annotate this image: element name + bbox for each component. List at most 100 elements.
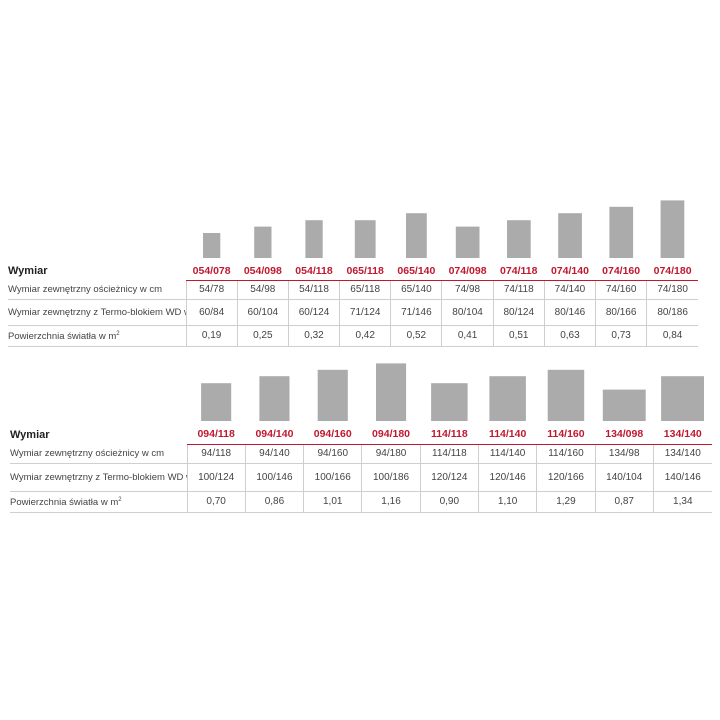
- table-cell: 0,32: [287, 325, 340, 347]
- table-cell: 0,42: [339, 325, 391, 347]
- row-label-text: Wymiar zewnętrzny z Termo-blokiem WD w c…: [10, 471, 187, 483]
- dimension-table: Wymiar 054/078 054/098 054/118 065/118 065/14…: [8, 262, 698, 347]
- table-cell: 134/140: [652, 444, 712, 464]
- window-shape-094-180: [376, 363, 407, 421]
- table-cell: 1,16: [361, 491, 421, 513]
- table-cell: 114/118: [419, 444, 479, 464]
- table-cell: 0,19: [185, 325, 238, 347]
- table-row: Wymiar zewnętrzny ościeżnicy w cm 54/78 54…: [8, 280, 698, 300]
- window-shape-114-160: [547, 369, 585, 421]
- size-code: 074/180: [646, 262, 698, 281]
- table-cell: 100/124: [186, 463, 246, 492]
- table-cell: 1,29: [536, 491, 596, 513]
- size-code: 074/140: [543, 262, 596, 281]
- table-cell: 94/180: [361, 444, 421, 464]
- row-label-text: Powierzchnia światła w m: [10, 497, 119, 509]
- header-label: Wymiar: [8, 265, 48, 277]
- row-label: Wymiar zewnętrzny z Termo-blokiem WD w c…: [10, 463, 187, 492]
- window-shape-134-098: [602, 389, 646, 421]
- table-cell: 0,90: [419, 491, 479, 513]
- row-label-text: Wymiar zewnętrzny ościeżnicy w cm: [8, 283, 163, 295]
- table-cell: 94/160: [303, 444, 362, 464]
- table-cell: 74/180: [646, 280, 698, 300]
- window-shape-114-118: [431, 383, 468, 421]
- table-cell: 0,25: [236, 325, 289, 347]
- table-cell: 0,63: [543, 325, 596, 347]
- window-illustrations: [201, 363, 704, 421]
- table-cell: 1,01: [303, 491, 362, 513]
- table-cell: 114/140: [477, 444, 537, 464]
- table-cell: 100/186: [361, 463, 421, 492]
- row-label: Wymiar zewnętrzny ościeżnicy w cm: [10, 444, 187, 464]
- window-shape-074-180: [660, 200, 685, 258]
- table-cell: 80/124: [492, 299, 545, 326]
- table-cell: 74/98: [441, 280, 494, 300]
- row-label: Powierzchnia światła w m2: [8, 325, 187, 347]
- window-shape-054-098: [254, 226, 272, 258]
- window-shape-134-140: [661, 376, 704, 421]
- table-cell: 74/140: [543, 280, 596, 300]
- table-cell: 114/160: [536, 444, 596, 464]
- table-row: Powierzchnia światła w m2 0,70 0,86 1,01 1,1…: [10, 491, 712, 513]
- table-cell: 120/166: [536, 463, 596, 492]
- size-code: 094/160: [303, 425, 362, 445]
- table-cell: 80/146: [543, 299, 596, 326]
- table-cell: 100/166: [303, 463, 362, 492]
- size-code: 054/098: [236, 262, 289, 281]
- table-cell: 1,34: [652, 491, 712, 513]
- table-cell: 71/146: [390, 299, 442, 326]
- table-cell: 80/104: [441, 299, 494, 326]
- window-shape-094-160: [317, 369, 348, 421]
- table-cell: 0,84: [646, 325, 698, 347]
- table-cell: 60/104: [236, 299, 289, 326]
- table-cell: 120/124: [419, 463, 479, 492]
- window-shape-074-140: [558, 213, 582, 258]
- window-shape-074-160: [609, 206, 634, 258]
- window-size-block-1: Wymiar 054/078 054/098 054/118 065/118 065/14…: [0, 190, 720, 360]
- table-cell: 0,41: [441, 325, 494, 347]
- size-code: 074/098: [441, 262, 494, 281]
- size-code: 065/140: [390, 262, 442, 281]
- size-code: 094/140: [244, 425, 304, 445]
- table-row: Wymiar zewnętrzny z Termo-blokiem WD w c…: [8, 299, 698, 326]
- table-cell: 134/98: [594, 444, 654, 464]
- table-cell: 0,73: [595, 325, 647, 347]
- size-code: 054/118: [287, 262, 340, 281]
- row-label: Powierzchnia światła w m2: [10, 491, 187, 513]
- table-row: Wymiar zewnętrzny z Termo-blokiem WD w c…: [10, 463, 712, 492]
- size-code: 094/118: [186, 425, 246, 445]
- table-cell: 140/146: [652, 463, 712, 492]
- size-code: 065/118: [339, 262, 391, 281]
- size-code: 074/160: [595, 262, 647, 281]
- window-shape-054-118: [305, 220, 323, 258]
- table-cell: 71/124: [339, 299, 391, 326]
- table-cell: 0,51: [492, 325, 545, 347]
- table-cell: 94/118: [186, 444, 246, 464]
- table-cell: 0,86: [244, 491, 304, 513]
- table-cell: 74/118: [492, 280, 545, 300]
- table-cell: 0,87: [594, 491, 654, 513]
- window-shape-054-078: [203, 233, 221, 258]
- row-label: Wymiar zewnętrzny z Termo-blokiem WD w c…: [8, 299, 187, 326]
- header-label: Wymiar: [10, 428, 50, 441]
- table-cell: 120/146: [477, 463, 537, 492]
- superscript-unit: 2: [116, 330, 120, 337]
- table-cell: 60/84: [185, 299, 238, 326]
- table-cell: 80/166: [595, 299, 647, 326]
- table-cell: 54/78: [185, 280, 238, 300]
- table-cell: 140/104: [594, 463, 654, 492]
- window-size-block-2: Wymiar 094/118 094/140 094/160 094/180 114/11…: [0, 355, 720, 525]
- table-cell: 100/146: [244, 463, 304, 492]
- size-code: 074/118: [492, 262, 545, 281]
- window-illustrations: [203, 200, 685, 258]
- superscript-unit: 2: [118, 496, 122, 503]
- window-shape-094-140: [259, 376, 290, 421]
- size-code: 134/098: [594, 425, 654, 445]
- table-cell: 1,10: [477, 491, 537, 513]
- row-label-text: Wymiar zewnętrzny z Termo-blokiem WD w c…: [8, 306, 186, 318]
- window-shape-065-118: [354, 220, 376, 258]
- window-shape-065-140: [406, 213, 427, 258]
- row-label: Wymiar zewnętrzny ościeżnicy w cm: [8, 280, 187, 300]
- table-cell: 65/140: [390, 280, 442, 300]
- window-shape-074-118: [507, 220, 531, 258]
